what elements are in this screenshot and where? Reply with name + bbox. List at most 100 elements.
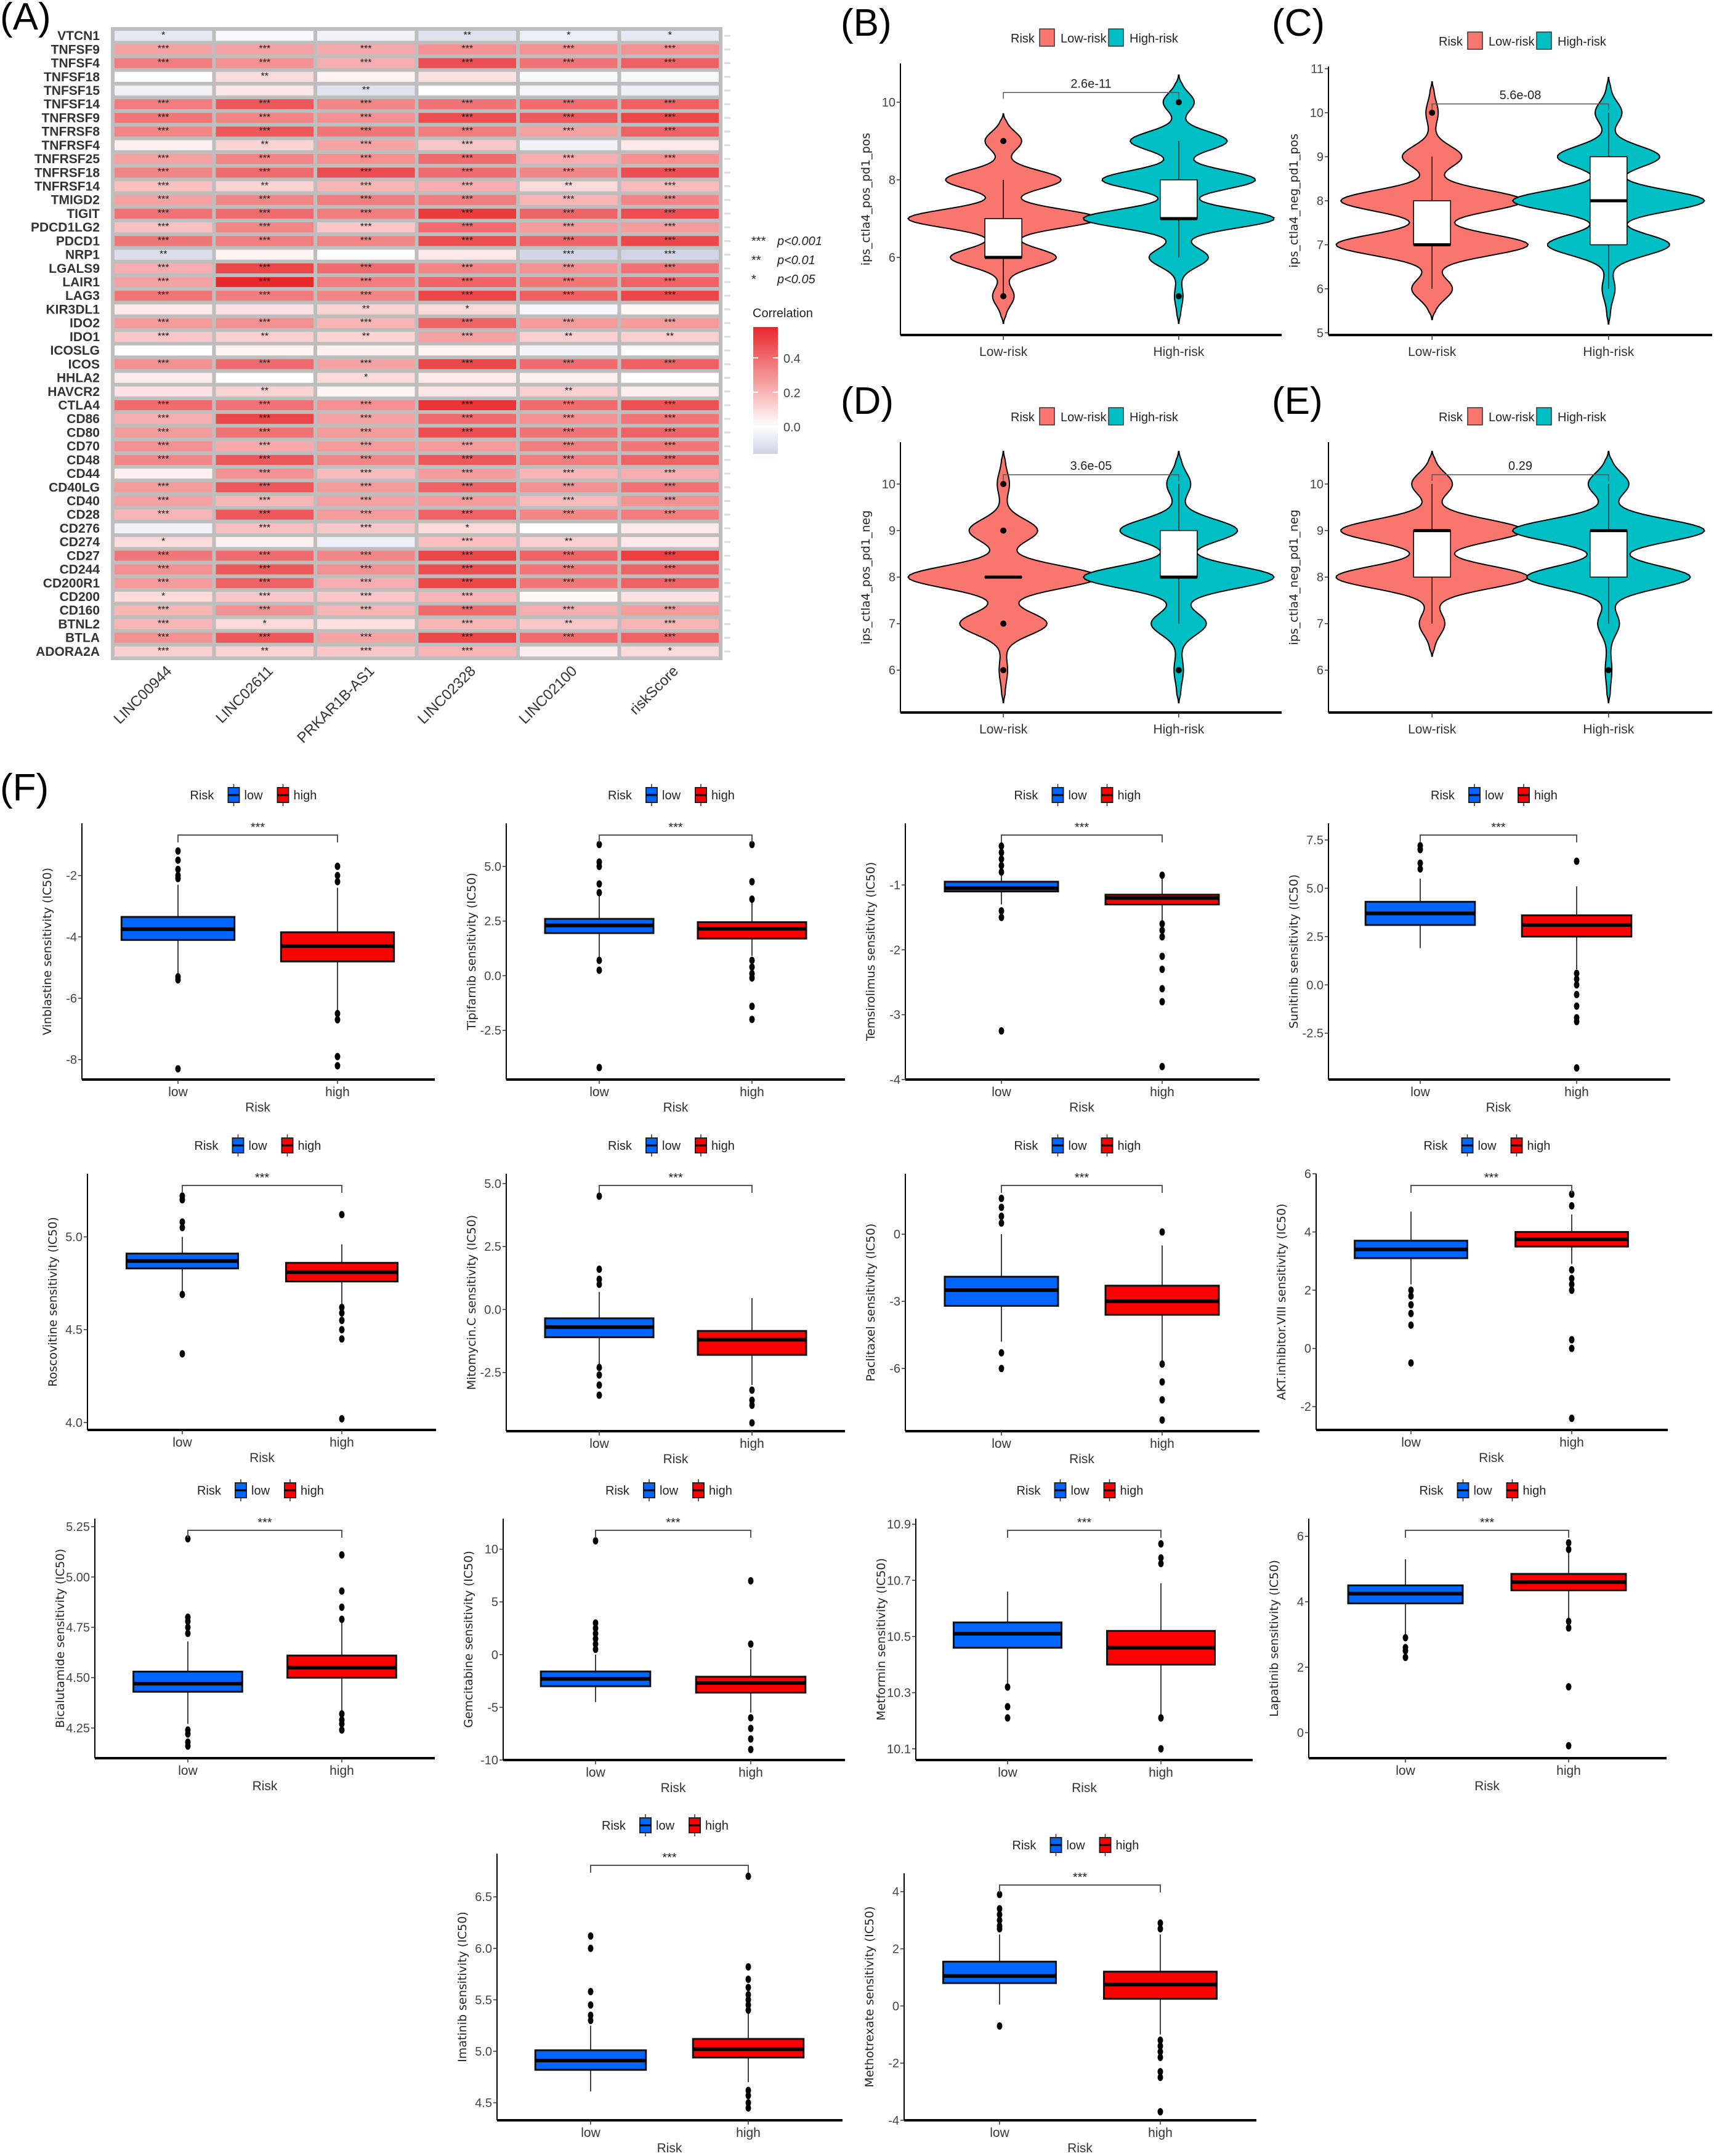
legend-label: low — [1067, 1839, 1086, 1852]
comparison-bracket — [599, 1185, 753, 1193]
heatmap-cell — [520, 619, 618, 629]
significance-stars: ** — [261, 180, 269, 191]
heatmap-cell — [621, 291, 719, 301]
y-tick-label: -3 — [889, 1295, 900, 1309]
heatmap-cell — [520, 578, 618, 588]
column-label: PRKAR1B-AS1 — [294, 663, 378, 746]
heatmap-cell — [621, 249, 719, 260]
legend-stars: ** — [751, 254, 761, 267]
row-label-tnfsf9: TNFSF9 — [51, 42, 100, 57]
x-tick-label: high — [740, 1085, 764, 1099]
row-label-tnfsf15: TNFSF15 — [44, 84, 100, 98]
significance-stars: *** — [259, 222, 270, 232]
legend-label: high — [1523, 1484, 1546, 1498]
outlier-point — [1159, 998, 1165, 1006]
heatmap-cell — [115, 195, 212, 205]
outlier-point — [998, 1365, 1005, 1373]
outlier-point — [592, 1625, 599, 1633]
significance-stars: *** — [664, 413, 676, 424]
heatmap-cell — [520, 85, 618, 96]
y-tick-label: -3 — [889, 1009, 900, 1022]
outlier-point — [1159, 1062, 1165, 1070]
heatmap-cell — [317, 386, 415, 397]
heatmap-cell — [317, 496, 415, 506]
heatmap-cell — [317, 632, 415, 643]
significance-stars: *** — [259, 454, 270, 465]
y-tick-label: 8 — [1317, 195, 1324, 208]
outlier-point — [334, 1015, 341, 1023]
y-tick-label: 0.0 — [484, 969, 501, 983]
y-tick-label: 7 — [1317, 618, 1324, 631]
outlier-point — [1569, 1190, 1575, 1198]
heatmap-cell — [216, 304, 313, 315]
x-tick-label: high — [1148, 2126, 1173, 2140]
outlier-point — [1158, 1559, 1164, 1567]
violin-panel-c: 5 6 7 8 9 10 11 ips_ctla4_neg_pd1_pos Risk Low-ri… — [1287, 31, 1712, 359]
significance-stars: *** — [360, 140, 372, 150]
outlier-point — [1157, 2037, 1163, 2045]
outlier-point — [1569, 1280, 1575, 1288]
outlier-point — [998, 849, 1005, 857]
outlier-point — [339, 1587, 345, 1595]
y-tick-label: 10.9 — [887, 1518, 911, 1532]
outlier-point — [1159, 1360, 1165, 1368]
outlier-point — [179, 1290, 185, 1298]
heatmap-cell — [317, 263, 415, 273]
outlier-point — [745, 2001, 751, 2009]
y-tick-label: 2 — [892, 1943, 899, 1956]
significance-stars: *** — [563, 263, 575, 273]
outlier-point — [339, 1309, 345, 1317]
y-tick-label: 7 — [889, 618, 895, 631]
significance-stars: *** — [259, 235, 270, 246]
comparison-bracket — [999, 1884, 1161, 1892]
significance-stars: *** — [360, 180, 372, 191]
y-tick-label: 5.25 — [66, 1520, 90, 1534]
y-tick-label: 10 — [1310, 107, 1324, 120]
heatmap-cell — [418, 113, 516, 123]
x-axis-title: Risk — [253, 1779, 278, 1793]
outlier-point — [745, 1872, 751, 1880]
significance-stars: *** — [461, 482, 473, 492]
heatmap-cell — [418, 304, 516, 315]
significance-stars: *** — [259, 167, 270, 177]
heatmap-cell — [115, 291, 212, 301]
row-label-lag3: LAG3 — [65, 289, 100, 303]
box — [984, 218, 1022, 258]
heatmap-cell — [621, 646, 719, 656]
heatmap-cell — [621, 44, 719, 55]
legend-label: low — [1478, 1139, 1497, 1153]
x-tick-label: high — [738, 1766, 763, 1780]
heatmap-cell — [621, 153, 719, 164]
y-tick-label: -1 — [889, 879, 900, 892]
comparison-bracket — [1431, 103, 1609, 110]
outlier-point — [998, 1349, 1005, 1357]
heatmap-cell — [115, 509, 212, 520]
heatmap-cell — [216, 58, 313, 68]
significance-stars: *** — [259, 318, 270, 328]
significance-stars: *** — [461, 318, 473, 328]
significance-stars: *** — [360, 235, 372, 246]
y-tick-label: 10 — [1310, 478, 1324, 491]
significance-stars: *** — [158, 646, 169, 656]
outlier-point — [1402, 1647, 1409, 1655]
significance-stars: *** — [461, 454, 473, 465]
y-tick-label: 4.0 — [65, 1416, 83, 1430]
y-tick-label: 5.0 — [65, 1230, 83, 1244]
outlier-point — [745, 1996, 751, 2004]
outlier-point — [596, 1381, 602, 1389]
colorbar-tick-label: 0.0 — [783, 421, 801, 434]
heatmap-cell — [520, 605, 618, 616]
significance-stars: *** — [461, 563, 473, 574]
outlier-point — [175, 865, 181, 873]
y-tick-label: 5 — [491, 1596, 498, 1609]
outlier-point — [339, 1551, 345, 1559]
row-label-cd86: CD86 — [67, 412, 100, 426]
significance-stars: *** — [259, 99, 270, 109]
y-tick-label: 6.5 — [475, 1891, 492, 1904]
x-axis-title: Risk — [1069, 1100, 1094, 1115]
heatmap-cell — [115, 373, 212, 383]
heatmap-cell — [115, 441, 212, 451]
outlier-point — [1566, 1624, 1572, 1632]
outlier-point — [175, 1065, 181, 1073]
heatmap-cell — [317, 249, 415, 260]
